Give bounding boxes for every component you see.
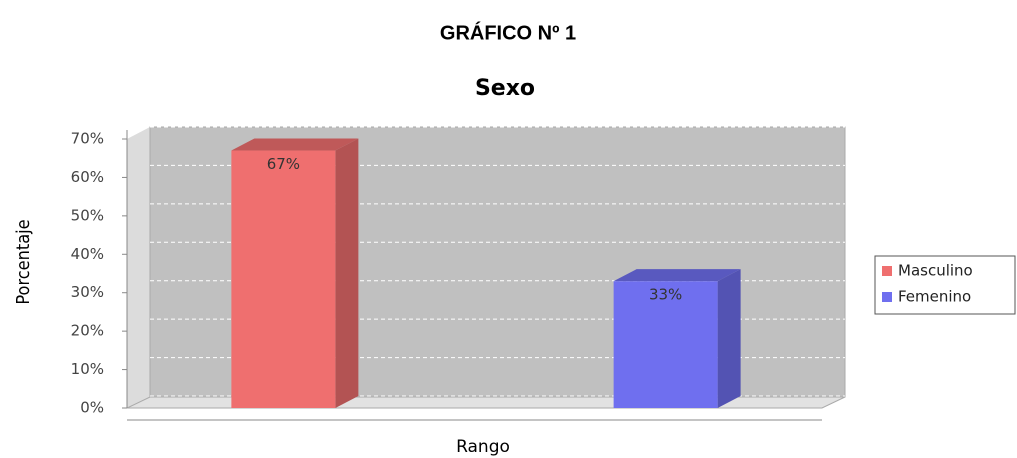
bar-side: [717, 269, 741, 408]
y-tick-label: 20%: [71, 322, 104, 340]
left-wall: [127, 127, 150, 408]
bar-side: [335, 138, 359, 408]
legend-label: Femenino: [898, 288, 971, 306]
y-tick-label: 30%: [71, 283, 104, 301]
bar-top: [613, 269, 741, 282]
bar: [231, 150, 336, 408]
y-tick-label: 0%: [80, 399, 104, 417]
y-tick-label: 40%: [71, 245, 104, 263]
bar-top: [231, 138, 359, 151]
legend: [874, 255, 1016, 315]
data-label: 67%: [267, 155, 300, 173]
y-tick-label: 50%: [71, 206, 104, 224]
y-tick-label: 70%: [71, 130, 104, 148]
y-tick-label: 60%: [71, 168, 104, 186]
bar: [613, 281, 718, 408]
data-label: 33%: [649, 286, 682, 304]
heading: GRÁFICO Nº 1: [440, 21, 576, 44]
x-axis-label: Rango: [456, 437, 510, 457]
y-tick-label: 10%: [71, 360, 104, 378]
chart-title: Sexo: [475, 76, 535, 101]
legend-label: Masculino: [898, 262, 973, 280]
legend-swatch: [882, 292, 892, 302]
legend-swatch: [882, 266, 892, 276]
y-axis-label: Porcentaje: [13, 219, 34, 304]
